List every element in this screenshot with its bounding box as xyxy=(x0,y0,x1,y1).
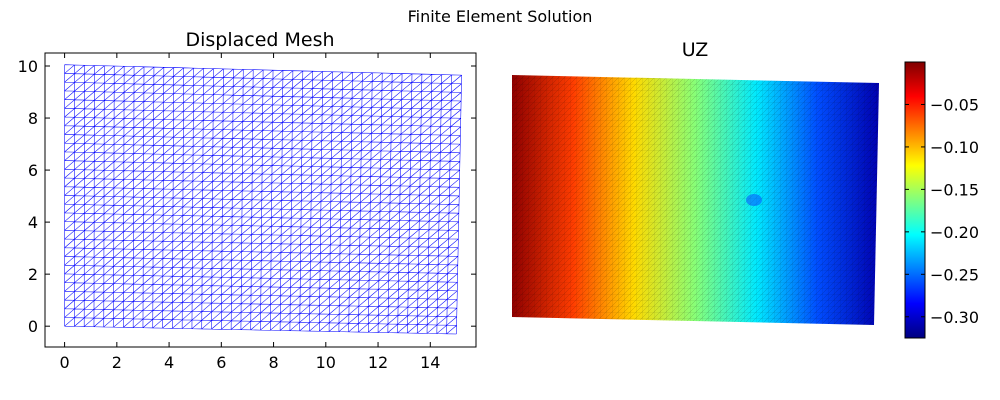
uz-wireframe xyxy=(512,75,879,325)
right-plot-title: UZ xyxy=(682,39,709,61)
colorbar-tick-label: −0.30 xyxy=(930,308,979,327)
colorbar-tick-label: −0.10 xyxy=(930,138,979,157)
left-plot-title: Displaced Mesh xyxy=(185,29,334,51)
x-tick-label: 10 xyxy=(316,353,336,372)
x-tick-label: 8 xyxy=(268,353,278,372)
uz-field-anomaly xyxy=(746,194,762,206)
x-tick-label: 12 xyxy=(368,353,388,372)
colorbar-tick-label: −0.15 xyxy=(930,180,979,199)
colorbar: −0.05 −0.10 −0.15 −0.20 −0.25 −0.30 xyxy=(904,61,979,339)
y-tick-label: 6 xyxy=(28,161,38,180)
mesh-edges xyxy=(64,64,462,335)
y-tick-label: 4 xyxy=(28,213,38,232)
x-tick-label: 0 xyxy=(59,353,69,372)
figure-suptitle: Finite Element Solution xyxy=(408,7,593,26)
x-tick-label: 6 xyxy=(216,353,226,372)
displaced-mesh-plot: Displaced Mesh 0 2 4 6 8 10 12 14 0 2 4 6 8 10 xyxy=(18,29,477,372)
mesh-lines xyxy=(64,64,462,335)
uz-contour-plot: UZ xyxy=(512,39,879,325)
colorbar-tick-label: −0.25 xyxy=(930,265,979,284)
colorbar-ticks: −0.05 −0.10 −0.15 −0.20 −0.25 −0.30 xyxy=(905,95,979,327)
left-axes-frame xyxy=(44,52,477,348)
y-tick-label: 10 xyxy=(18,57,38,76)
y-tick-label: 0 xyxy=(28,317,38,336)
x-tick-label: 2 xyxy=(112,353,122,372)
y-tick-label: 8 xyxy=(28,109,38,128)
y-tick-label: 2 xyxy=(28,265,38,284)
colorbar-tick-label: −0.20 xyxy=(930,223,979,242)
colorbar-frame xyxy=(904,61,926,339)
colorbar-tick-label: −0.05 xyxy=(930,95,979,114)
x-tick-label: 14 xyxy=(420,353,440,372)
x-tick-label: 4 xyxy=(164,353,174,372)
left-axis-ticks: 0 2 4 6 8 10 12 14 0 2 4 6 8 10 xyxy=(18,53,476,372)
colorbar-fill xyxy=(905,62,925,338)
